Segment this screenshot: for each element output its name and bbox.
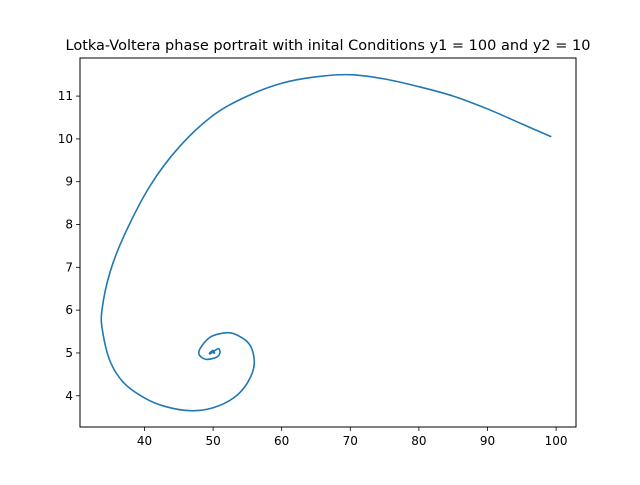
x-tick-label: 70 bbox=[343, 434, 358, 448]
x-tick-label: 100 bbox=[545, 434, 568, 448]
series-line-0 bbox=[100, 73, 552, 412]
x-tick-label: 40 bbox=[137, 434, 152, 448]
y-tick-label: 8 bbox=[65, 218, 73, 232]
plot-area bbox=[80, 58, 576, 427]
y-tick-label: 6 bbox=[65, 303, 73, 317]
y-tick-label: 5 bbox=[65, 346, 73, 360]
x-tick-label: 50 bbox=[205, 434, 220, 448]
chart-title: Lotka-Voltera phase portrait with inital… bbox=[66, 38, 591, 54]
x-tick-label: 60 bbox=[274, 434, 289, 448]
y-tick-label: 9 bbox=[65, 175, 73, 189]
y-tick-label: 11 bbox=[58, 89, 73, 103]
x-axis: 40 50 60 70 80 90 100 bbox=[137, 427, 568, 448]
plot-frame bbox=[79, 57, 577, 428]
y-axis: 4 5 6 7 8 9 10 11 bbox=[58, 89, 80, 403]
y-tick-label: 7 bbox=[65, 260, 73, 274]
series-layer bbox=[100, 73, 552, 412]
x-tick-label: 90 bbox=[480, 434, 495, 448]
y-tick-label: 4 bbox=[65, 389, 73, 403]
y-tick-label: 10 bbox=[58, 132, 73, 146]
x-tick-label: 80 bbox=[411, 434, 426, 448]
